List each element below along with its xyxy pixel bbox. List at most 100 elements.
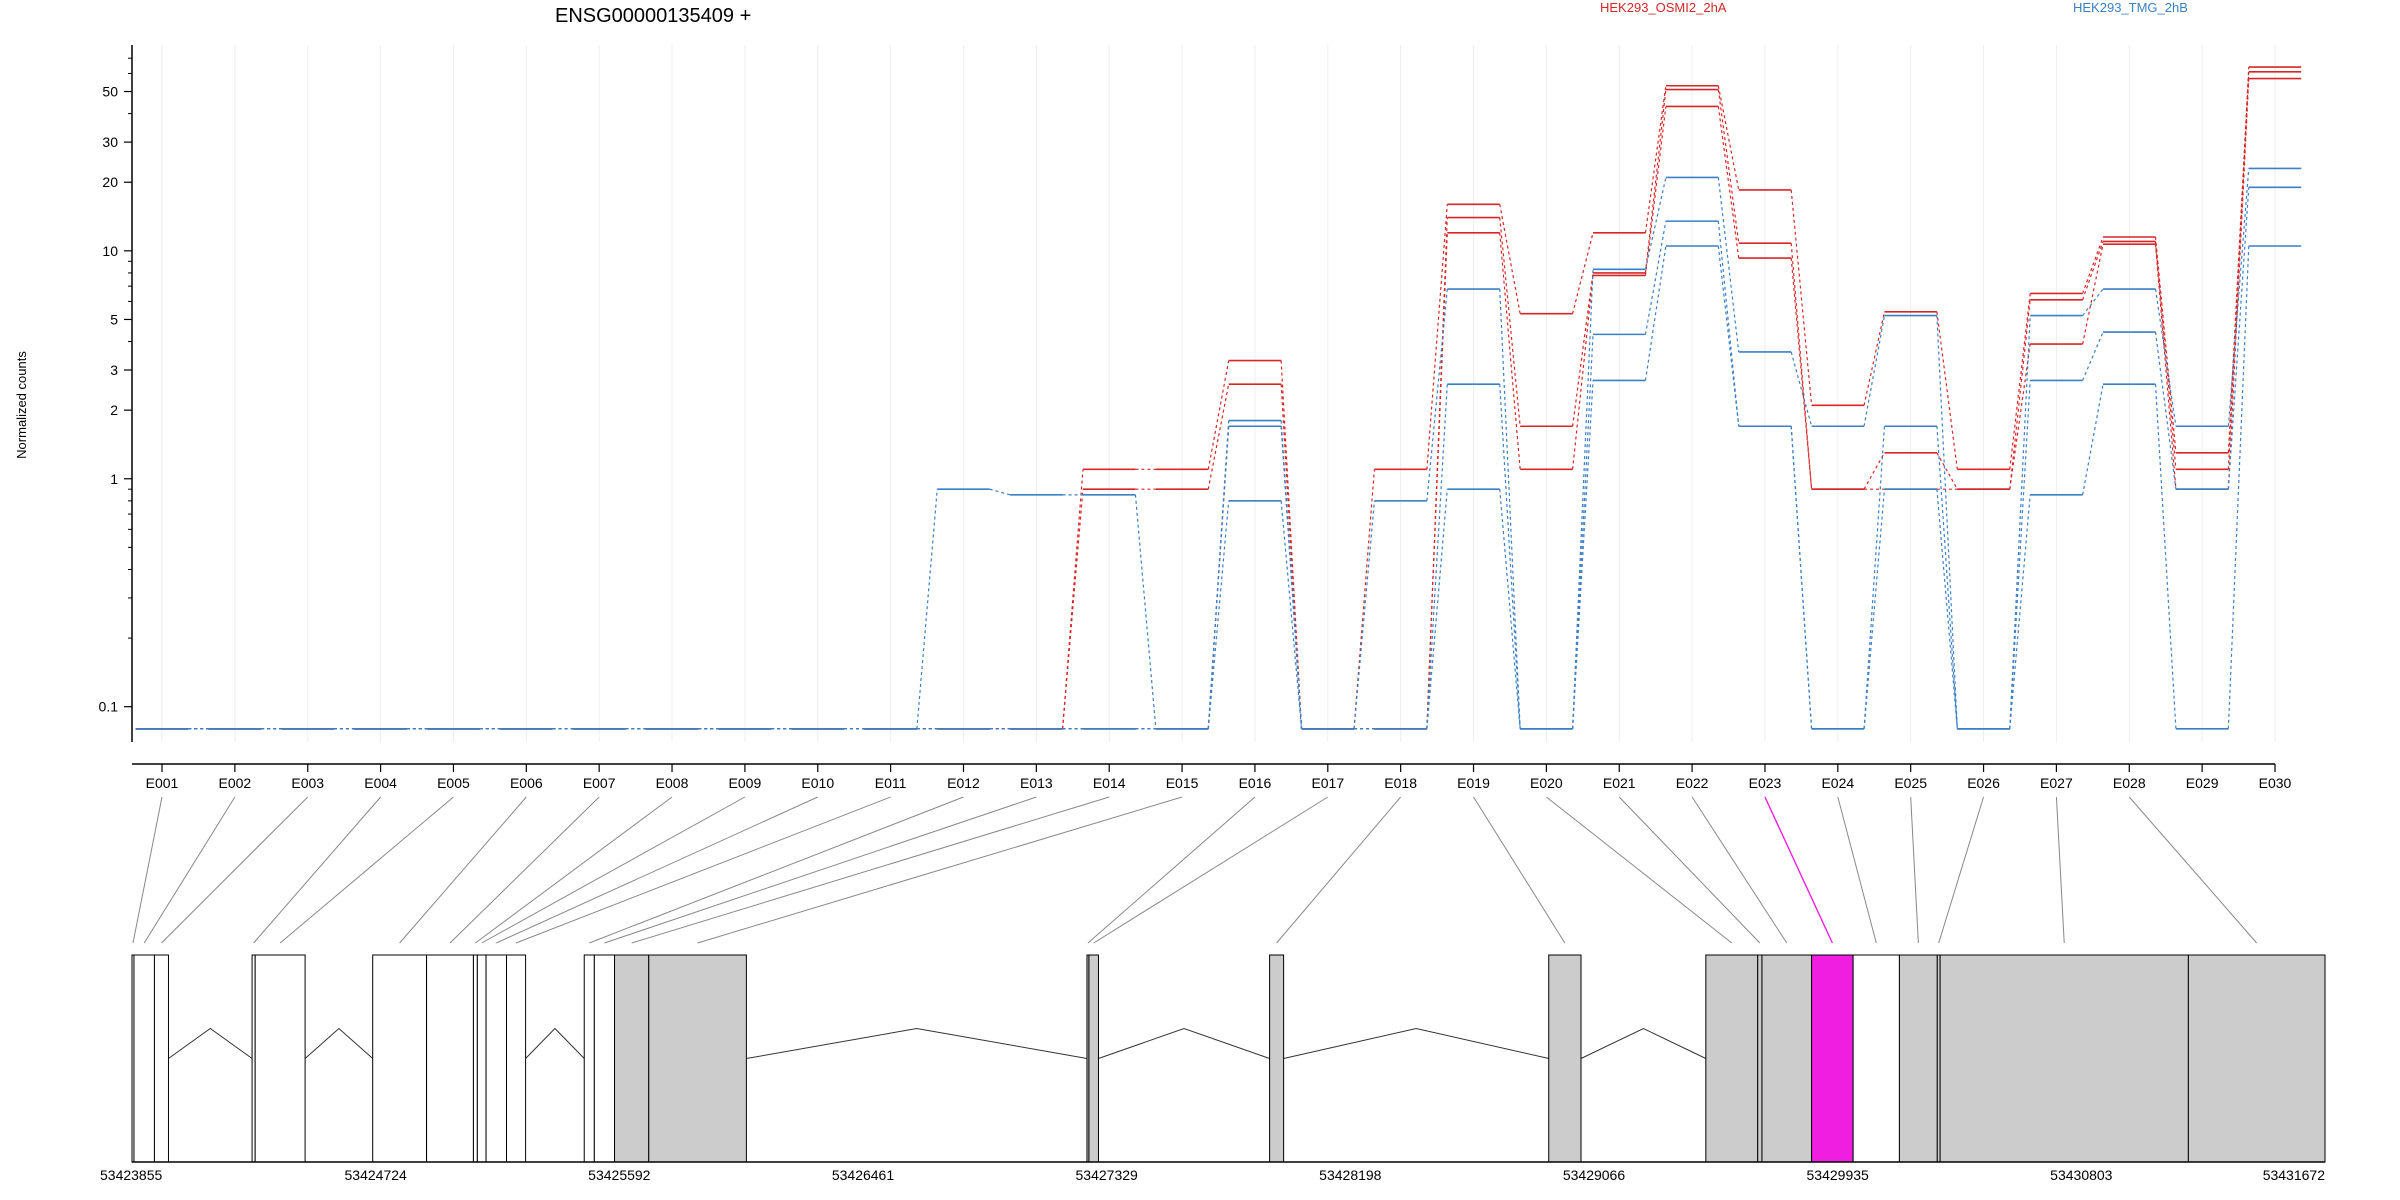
x-tick-label-E005: E005	[437, 775, 470, 791]
exon-block-E002	[133, 954, 155, 1163]
connector-E005	[279, 796, 454, 944]
exon-block-E021	[1757, 954, 1763, 1163]
x-tick-label-E017: E017	[1311, 775, 1344, 791]
series-0-connector	[1863, 311, 1886, 406]
exon-block-E006	[372, 954, 428, 1163]
series-5-connector	[1717, 245, 1740, 427]
genome-tick-label-53428198: 53428198	[1319, 1167, 1382, 1183]
x-tick-label-E019: E019	[1457, 775, 1490, 791]
series-4-connector	[989, 488, 1011, 496]
connector-E023	[1764, 796, 1834, 944]
y-tick-label-30: 30	[102, 134, 118, 150]
exon-block-E013	[593, 954, 616, 1163]
exon-block-E011	[506, 954, 527, 1163]
series-0-connector	[1061, 469, 1084, 729]
series-0-connector	[1499, 204, 1521, 314]
series-2-connector	[2227, 78, 2250, 490]
intron-line	[1580, 1027, 1707, 1059]
genome-tick-label-53426461: 53426461	[832, 1167, 895, 1183]
x-tick-label-E013: E013	[1020, 775, 1053, 791]
connector-E015	[697, 796, 1183, 944]
series-4-connector	[1644, 221, 1667, 335]
legend-entry-osmi: HEK293_OSMI2_2hA	[1600, 0, 1727, 15]
series-1-connector	[1863, 452, 1885, 490]
exon-block-E017	[1088, 954, 1099, 1163]
connector-E007	[449, 796, 600, 944]
connector-E022	[1691, 796, 1788, 944]
x-tick-label-E027: E027	[2040, 775, 2073, 791]
x-tick-label-E015: E015	[1166, 775, 1199, 791]
genome-tick-label-53425592: 53425592	[588, 1167, 651, 1183]
x-tick-label-E009: E009	[729, 775, 762, 791]
x-tick-label-E010: E010	[801, 775, 834, 791]
series-2-connector	[1572, 275, 1594, 470]
x-tick-label-E008: E008	[656, 775, 689, 791]
series-1-connector	[1644, 89, 1667, 273]
connector-E026	[1938, 796, 1985, 944]
connector-E009	[481, 796, 746, 944]
series-1-connector	[1499, 217, 1521, 427]
x-tick-label-E003: E003	[291, 775, 324, 791]
series-4-connector	[2154, 332, 2177, 490]
x-tick-label-E016: E016	[1239, 775, 1272, 791]
x-tick-label-E001: E001	[146, 775, 179, 791]
y-tick-label-50: 50	[102, 84, 118, 100]
intron-line	[746, 1027, 1088, 1059]
series-0-connector	[2082, 236, 2104, 294]
y-tick-label-5: 5	[110, 311, 118, 327]
series-3-connector	[1717, 177, 1740, 353]
series-5-connector	[2082, 384, 2104, 495]
connector-E019	[1473, 796, 1566, 944]
series-2-connector	[1644, 106, 1667, 276]
x-tick-label-E023: E023	[1749, 775, 1782, 791]
series-4-connector	[1426, 384, 1448, 729]
exon-block-E027	[1939, 954, 2189, 1163]
y-tick-label-0.1: 0.1	[99, 699, 119, 715]
series-0-connector	[1717, 85, 1740, 191]
series-3-connector	[1499, 288, 1521, 729]
series-5-connector	[1863, 489, 1886, 729]
connector-E006	[399, 796, 527, 944]
connector-E024	[1837, 796, 1877, 944]
series-0-connector	[1936, 311, 1958, 470]
exon-block-E005	[254, 954, 306, 1163]
x-tick-label-E026: E026	[1967, 775, 2000, 791]
series-3-connector	[2082, 288, 2104, 316]
series-1-connector	[2009, 299, 2031, 490]
connector-E004	[253, 796, 381, 944]
series-5-connector	[2227, 245, 2250, 729]
intron-line	[525, 1027, 585, 1059]
series-2-connector	[1717, 106, 1740, 259]
series-1-connector	[1572, 272, 1594, 427]
legend-entry-tmg: HEK293_TMG_2hB	[2073, 0, 2188, 15]
connector-E016	[1087, 796, 1256, 944]
series-4-connector	[1863, 426, 1886, 729]
genome-tick-label-53424724: 53424724	[345, 1167, 408, 1183]
series-1-connector	[1061, 489, 1084, 729]
x-tick-label-E020: E020	[1530, 775, 1563, 791]
series-4-connector	[1717, 221, 1740, 427]
connector-E017	[1093, 796, 1329, 944]
series-3-connector	[1790, 351, 1813, 427]
series-5-connector	[1644, 245, 1667, 381]
series-0-connector	[1572, 232, 1594, 314]
exon-block-E028	[2187, 954, 2326, 1163]
connector-E020	[1546, 796, 1733, 944]
intron-line	[304, 1027, 374, 1059]
series-5-connector	[1790, 426, 1813, 729]
connector-E014	[631, 796, 1110, 944]
series-0-connector	[2227, 67, 2250, 453]
exon-block-E012	[583, 954, 595, 1163]
series-3-connector	[1207, 420, 1230, 729]
x-tick-label-E012: E012	[947, 775, 980, 791]
x-tick-label-E007: E007	[583, 775, 616, 791]
series-3-connector	[2154, 288, 2177, 427]
exon-block-E003	[153, 954, 169, 1163]
genome-tick-label-53427329: 53427329	[1076, 1167, 1139, 1183]
exon-block-E025	[1898, 954, 1938, 1163]
series-3-connector	[1863, 315, 1886, 427]
series-3-connector	[1644, 177, 1667, 270]
series-4-connector	[2082, 331, 2104, 381]
series-0-connector	[1790, 189, 1813, 406]
